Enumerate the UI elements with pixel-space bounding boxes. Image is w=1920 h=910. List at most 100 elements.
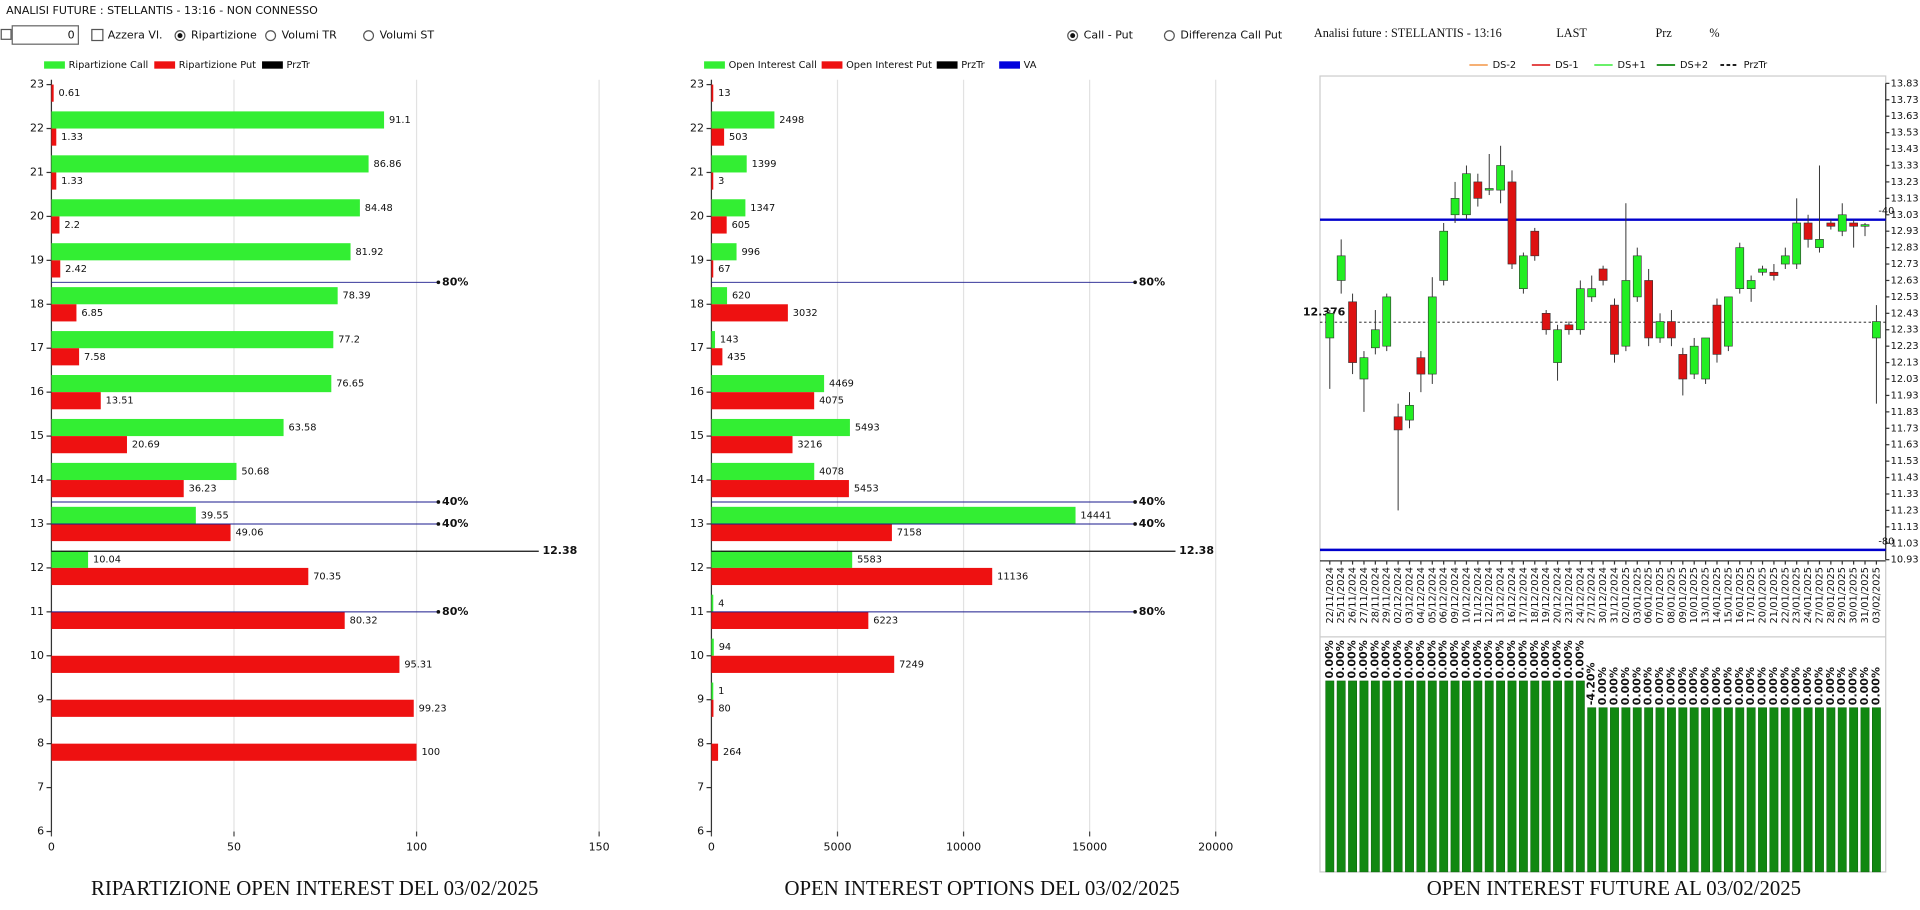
future-column: % xyxy=(1709,26,1719,40)
y-tick-label: 12.73 xyxy=(1891,259,1919,270)
value-label: 7249 xyxy=(899,659,924,670)
bar xyxy=(1416,680,1426,873)
bar xyxy=(1712,707,1722,873)
y-tick-label: 11.53 xyxy=(1891,456,1919,467)
bar xyxy=(1405,680,1414,873)
value-label: 0.00% xyxy=(1664,667,1677,705)
bar xyxy=(51,375,332,393)
bar xyxy=(1860,707,1870,873)
y-tick-label: 12.33 xyxy=(1891,325,1919,336)
bar xyxy=(711,611,869,629)
chart-title: OPEN INTEREST FUTURE AL 03/02/2025 xyxy=(1427,876,1801,900)
value-label: 0.00% xyxy=(1653,667,1666,705)
x-tick-label: 15000 xyxy=(1072,840,1107,853)
bar xyxy=(51,84,54,102)
value-label: 13 xyxy=(718,88,730,99)
bar xyxy=(1530,680,1540,873)
bar xyxy=(1359,680,1369,873)
y-tick-label: 13.73 xyxy=(1891,95,1919,106)
radio[interactable] xyxy=(363,30,375,42)
value-label: 4469 xyxy=(829,379,854,390)
x-tick-label: 5000 xyxy=(823,840,851,853)
x-tick-label: 18/12/2024 xyxy=(1530,567,1541,623)
value-label: 0.00% xyxy=(1357,640,1370,678)
candle-body xyxy=(1758,268,1767,273)
bar xyxy=(711,216,727,234)
value-label: 0.00% xyxy=(1391,640,1404,678)
level-dot xyxy=(1133,610,1137,614)
value-label: 95.31 xyxy=(404,659,432,670)
x-tick-label: 30/01/2025 xyxy=(1849,567,1860,623)
y-tick-label: 8 xyxy=(697,737,704,750)
value-label: 0.00% xyxy=(1562,640,1575,678)
bar xyxy=(1667,707,1676,873)
bar xyxy=(711,699,714,717)
y-tick-label: 16 xyxy=(690,385,704,398)
bar xyxy=(1348,680,1357,873)
bar xyxy=(1473,680,1483,873)
legend-swatch xyxy=(936,61,958,69)
y-tick-label: 17 xyxy=(30,341,44,354)
value-label: 84.48 xyxy=(365,203,393,214)
value-label: 0.00% xyxy=(1505,640,1518,678)
y-tick-label: 21 xyxy=(30,165,44,178)
bar xyxy=(1689,707,1699,873)
y-tick-label: 12.43 xyxy=(1891,308,1919,319)
x-tick-label: 02/01/2025 xyxy=(1621,567,1632,623)
bar xyxy=(51,743,417,761)
number-input[interactable] xyxy=(11,25,79,45)
bar xyxy=(711,243,737,261)
y-tick-label: 17 xyxy=(690,341,704,354)
radio-dot xyxy=(1070,33,1076,39)
candle-body xyxy=(1667,321,1676,339)
x-tick-label: 09/01/2025 xyxy=(1678,567,1689,623)
value-label: 0.00% xyxy=(1368,640,1381,678)
y-tick-label: 10 xyxy=(30,649,44,662)
candle-body xyxy=(1348,301,1357,363)
value-label: 1.33 xyxy=(61,176,83,187)
y-tick-label: 12.03 xyxy=(1891,374,1919,385)
value-label: -4.20% xyxy=(1585,662,1598,705)
candle-body xyxy=(1371,329,1380,349)
x-tick-label: 14/01/2025 xyxy=(1712,567,1723,623)
radio[interactable] xyxy=(1163,30,1175,42)
y-tick-label: 22 xyxy=(690,122,704,135)
value-label: 2.2 xyxy=(64,220,80,231)
value-label: 1.33 xyxy=(61,132,83,143)
candle-body xyxy=(1553,329,1562,363)
bar xyxy=(1325,680,1335,873)
x-tick-label: 31/12/2024 xyxy=(1609,567,1620,623)
value-label: 0.00% xyxy=(1790,667,1803,705)
x-tick-label: 22/01/2025 xyxy=(1780,567,1791,623)
bar xyxy=(1644,707,1654,873)
value-label: 7158 xyxy=(897,528,922,539)
checkbox[interactable] xyxy=(0,28,12,40)
reset-checkbox[interactable] xyxy=(91,28,104,42)
x-tick-label: 21/01/2025 xyxy=(1769,567,1780,623)
value-label: 2498 xyxy=(779,115,804,126)
candle-body xyxy=(1780,255,1790,265)
candle-body xyxy=(1746,280,1756,289)
value-label: 0.00% xyxy=(1869,667,1882,705)
value-label: 0.00% xyxy=(1847,667,1860,705)
x-tick-label: 20000 xyxy=(1198,840,1233,853)
level-dot xyxy=(436,500,441,504)
value-label: 1399 xyxy=(752,159,777,170)
value-label: 7.58 xyxy=(84,352,106,363)
value-label: 0.00% xyxy=(1425,640,1438,678)
value-label: 0.00% xyxy=(1756,667,1769,705)
bar xyxy=(1564,680,1574,873)
radio[interactable] xyxy=(265,30,277,42)
radio-label: Call - Put xyxy=(1084,29,1134,42)
bar xyxy=(51,304,77,322)
value-label: 0.00% xyxy=(1812,667,1825,705)
y-tick-label: 11 xyxy=(30,605,44,618)
bar xyxy=(711,331,716,349)
bar xyxy=(51,128,57,146)
legend-swatch xyxy=(44,61,65,69)
price-level-label: 12.38 xyxy=(1179,544,1214,557)
value-label: 264 xyxy=(723,747,742,758)
bar xyxy=(51,287,338,305)
radio-label: Volumi TR xyxy=(282,29,337,42)
